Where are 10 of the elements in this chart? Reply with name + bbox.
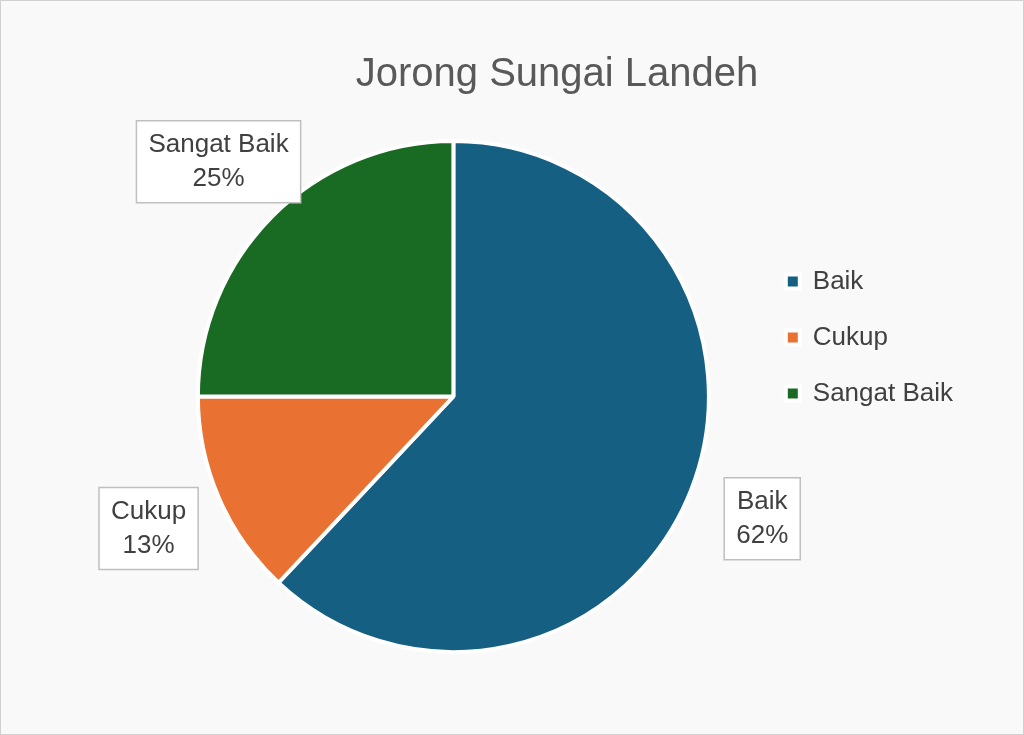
legend-label: Sangat Baik: [812, 376, 954, 407]
data-label: 25%: [192, 161, 245, 192]
data-label: 13%: [122, 528, 175, 559]
chart-title: Jorong Sungai Landeh: [355, 50, 759, 95]
legend-label: Baik: [812, 264, 865, 295]
slice-label: Cukup: [110, 494, 187, 525]
legend-label: Cukup: [812, 320, 888, 351]
slice-label: Baik: [736, 484, 789, 515]
slice-label: Sangat Baik: [148, 127, 290, 158]
data-label: 62%: [736, 518, 789, 549]
